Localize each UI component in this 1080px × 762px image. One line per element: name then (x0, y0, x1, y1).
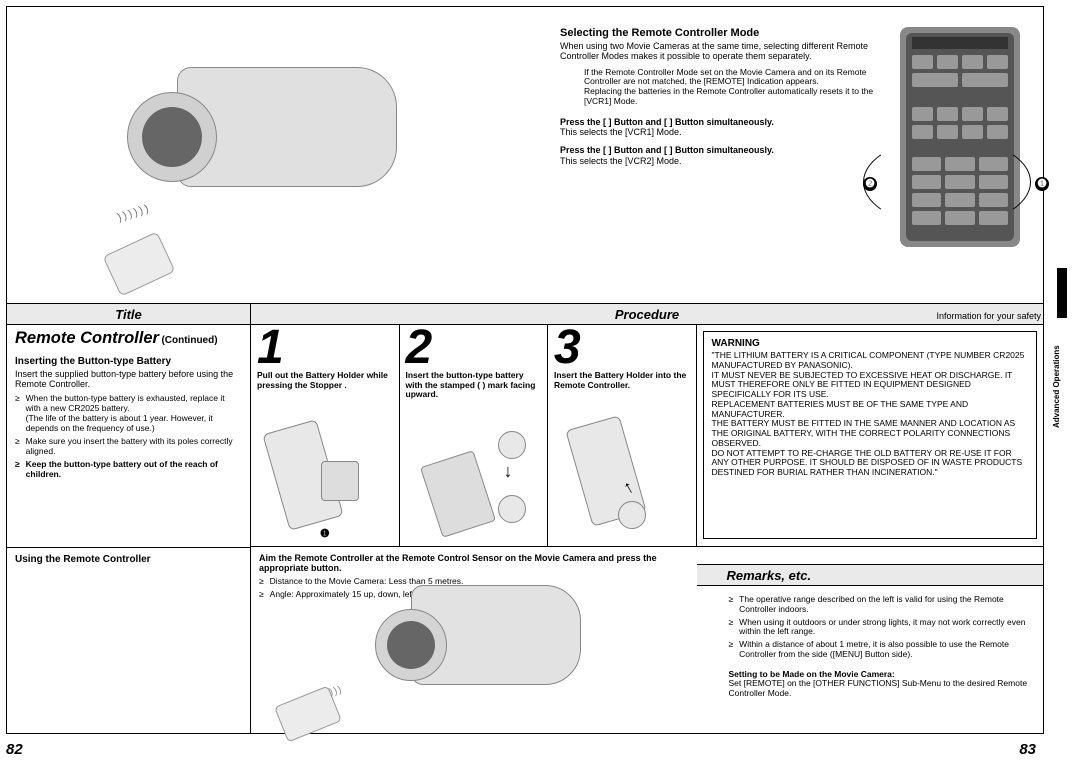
bullet-icon: ≥ (729, 640, 734, 660)
side-tab-label: Advanced Operations (1052, 322, 1061, 452)
using-remote-heading: Using the Remote Controller (15, 554, 242, 565)
step-1-caption: Pull out the Battery Holder while pressi… (257, 371, 393, 390)
remote-diagram: ❷ ❶ (887, 27, 1033, 295)
step2-holder-icon (419, 450, 495, 538)
page-frame: )))))) Selecting the Remote Controller M… (6, 6, 1044, 734)
using-remote-procedure: Aim the Remote Controller at the Remote … (251, 547, 697, 733)
warning-box: WARNING "THE LITHIUM BATTERY IS A CRITIC… (703, 331, 1038, 539)
arrow-down-icon: ↓ (504, 461, 513, 482)
step-number-1: 1 (257, 329, 393, 367)
step-2: 2 Insert the button-type battery with th… (400, 325, 549, 546)
step1-holder-icon (321, 461, 359, 501)
bullet-icon: ≥ (729, 618, 734, 638)
remote-controller-small (103, 231, 176, 296)
step3-coin-icon (618, 501, 646, 529)
mode-note-1: If the Remote Controller Mode set on the… (584, 68, 877, 88)
remarks-body: ≥The operative range described on the le… (697, 586, 1044, 705)
page-number-left: 82 (6, 741, 23, 758)
selecting-mode-text: Selecting the Remote Controller Mode Whe… (560, 27, 887, 295)
step2-coin-icon (498, 431, 526, 459)
step-number-3: 3 (554, 329, 690, 367)
using-remote-illustration: ))))) (281, 567, 641, 727)
remark-1: The operative range described on the lef… (739, 595, 1031, 615)
step1-callout: ❶ (320, 527, 330, 540)
remark-3: Within a distance of about 1 metre, it i… (739, 640, 1031, 660)
callout-num-1: ❶ (1035, 177, 1049, 191)
step-2-caption: Insert the button-type battery with the … (406, 371, 542, 399)
mode-note-2: Replacing the batteries in the Remote Co… (584, 87, 877, 107)
safety-label: Information for your safety (936, 311, 1041, 321)
battery-note-1: When the button-type battery is exhauste… (26, 393, 242, 413)
step-3-caption: Insert the Battery Holder into the Remot… (554, 371, 690, 390)
continued-label: (Continued) (161, 335, 217, 346)
selecting-mode-title: Selecting the Remote Controller Mode (560, 27, 877, 39)
vcr1-step-body: This selects the [VCR1] Mode. (560, 127, 877, 137)
warning-title: WARNING (712, 338, 1029, 349)
step-1: 1 Pull out the Battery Holder while pres… (251, 325, 400, 546)
battery-note-3: Keep the button-type battery out of the … (26, 459, 242, 479)
battery-note-1-sub: (The life of the battery is about 1 year… (26, 413, 242, 433)
vcr2-step-body: This selects the [VCR2] Mode. (560, 156, 877, 166)
camera-illustration-region: )))))) (7, 7, 547, 303)
battery-note-2: Make sure you insert the battery with it… (26, 436, 242, 456)
inserting-battery-heading: Inserting the Button-type Battery (15, 356, 242, 367)
inserting-battery-intro: Insert the supplied button-type battery … (15, 369, 242, 390)
bullet-icon: ≥ (259, 589, 264, 599)
header-procedure: Procedure (251, 304, 1043, 324)
title-column-top: Remote Controller (Continued) Inserting … (7, 325, 250, 547)
bullet-icon: ≥ (729, 595, 734, 615)
warning-body: "THE LITHIUM BATTERY IS A CRITICAL COMPO… (712, 351, 1029, 478)
step-3: 3 Insert the Battery Holder into the Rem… (548, 325, 697, 546)
vcr2-step-title: Press the [ ] Button and [ ] Button simu… (560, 145, 877, 155)
camcorder-lens-inner (142, 107, 202, 167)
section-side-tab: Advanced Operations (1052, 268, 1072, 368)
header-title: Title (7, 304, 251, 324)
bullet-icon: ≥ (259, 576, 264, 586)
page-number-right: 83 (1019, 741, 1036, 758)
table-header-row: Title Procedure (7, 303, 1043, 325)
remarks-header: Remarks, etc. (697, 564, 1044, 586)
bullet-icon: ≥ (15, 459, 20, 479)
remark-2: When using it outdoors or under strong l… (739, 618, 1031, 638)
step-number-2: 2 (406, 329, 542, 367)
ir-signal-icon: )))))) (116, 202, 152, 224)
setting-body: Set [REMOTE] on the [OTHER FUNCTIONS] Su… (729, 679, 1032, 699)
step2-coin-icon (498, 495, 526, 523)
vcr1-step-title: Press the [ ] Button and [ ] Button simu… (560, 117, 877, 127)
selecting-mode-intro: When using two Movie Cameras at the same… (560, 41, 877, 62)
section-title: Remote Controller (15, 329, 159, 347)
bullet-icon: ≥ (15, 436, 20, 456)
callout-num-2: ❷ (863, 177, 877, 191)
bullet-icon: ≥ (15, 393, 20, 433)
